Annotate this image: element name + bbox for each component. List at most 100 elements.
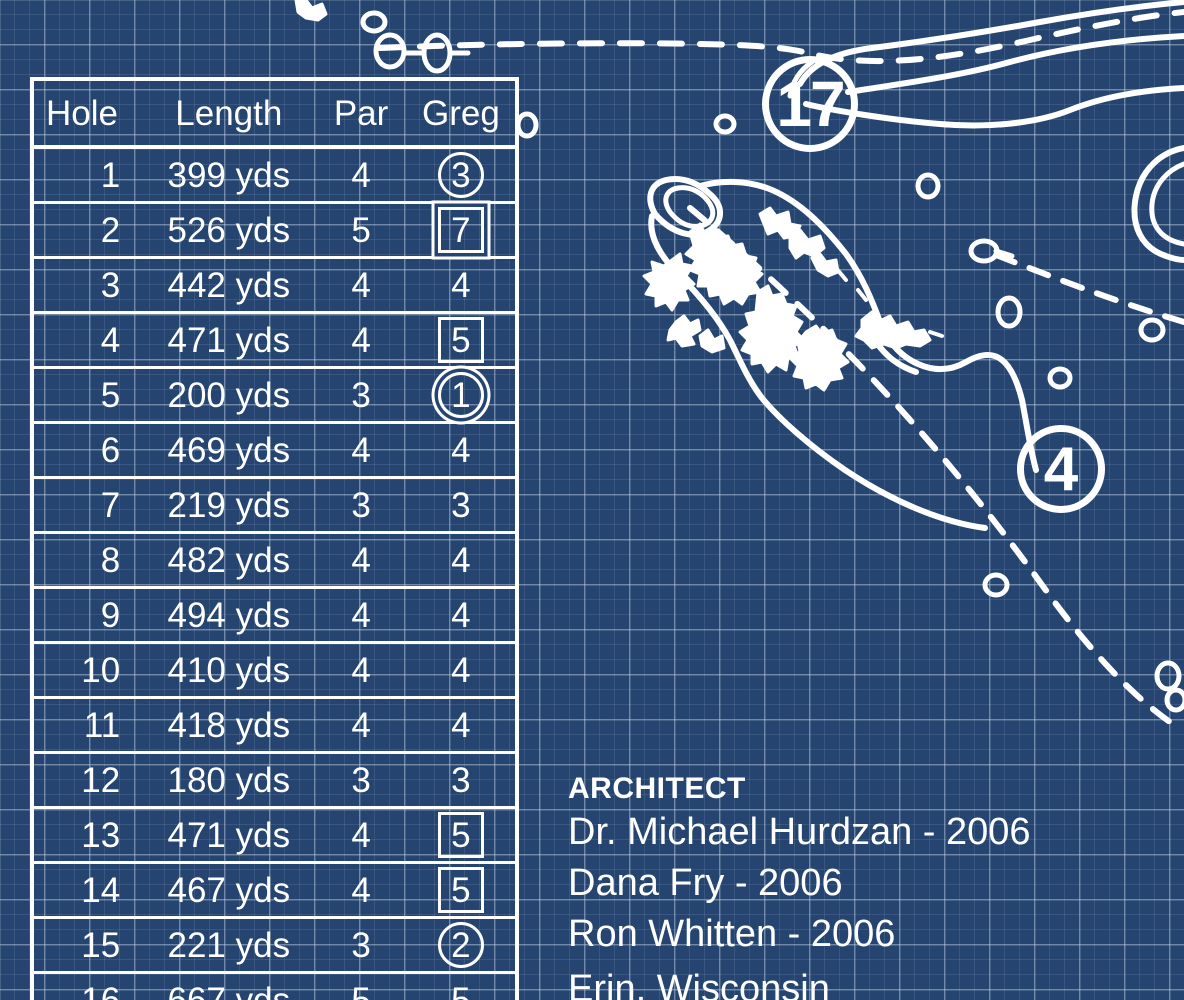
tree-icon <box>982 572 1010 598</box>
cell-score: 3 <box>407 753 515 808</box>
hole-marker-17-label: 17 <box>776 68 845 140</box>
bunker-mid-b <box>788 324 850 392</box>
cell-score: 3 <box>407 478 515 533</box>
hole-marker-17[interactable]: 17 <box>762 56 858 152</box>
score-badge-square: 5 <box>437 867 484 913</box>
cell-hole: 2 <box>100 210 121 250</box>
tree-icon <box>1154 660 1182 692</box>
score-badge-plain: 3 <box>438 757 484 803</box>
table-row: 1 399 yds 4 3 <box>34 147 515 203</box>
cell-hole: 9 <box>100 595 121 635</box>
score-value: 7 <box>451 210 471 250</box>
score-badge-dbl-square: 7 <box>437 207 484 253</box>
architect-line-1: Dr. Michael Hurdzan - 2006 <box>568 811 1031 853</box>
centerline-17 <box>377 9 1184 65</box>
tree-icon <box>1047 366 1073 390</box>
bunker-upper-left-a <box>684 222 764 306</box>
score-value: 5 <box>451 815 471 855</box>
architect-line-2: Dana Fry - 2006 <box>568 861 843 904</box>
table-row: 9 494 yds 4 4 <box>34 588 515 643</box>
tree-icon <box>373 32 407 70</box>
cell-par: 4 <box>351 815 371 855</box>
cell-length: 471 yds <box>167 320 291 360</box>
cell-length: 494 yds <box>167 595 291 635</box>
fairway-outline-17-lower <box>845 33 1184 95</box>
cell-par: 5 <box>351 980 371 1000</box>
score-value: 3 <box>451 760 471 800</box>
score-badge-dbl-circle: 1 <box>437 372 484 418</box>
cell-score: 4 <box>407 698 515 753</box>
tree-icon <box>915 172 941 200</box>
course-location: Erin, Wisconsin <box>568 967 830 1000</box>
scorecard-header: Hole Length Par Greg <box>34 81 515 149</box>
column-header-greg: Greg <box>406 81 515 149</box>
table-row: 16 667 yds 5 5 <box>34 973 515 1000</box>
table-row: 11 418 yds 4 4 <box>34 698 515 753</box>
score-value: 4 <box>451 705 471 745</box>
cell-length: 469 yds <box>167 430 291 470</box>
cell-score: 4 <box>407 643 515 698</box>
tree-icon <box>1164 687 1184 713</box>
cell-hole: 4 <box>100 320 121 360</box>
score-value: 4 <box>451 595 471 635</box>
cell-par: 3 <box>351 485 371 525</box>
cell-par: 4 <box>351 430 371 470</box>
architect-info-block: ARCHITECT Dr. Michael Hurdzan - 2006 Dan… <box>568 772 1184 1000</box>
score-badge-square: 5 <box>437 812 484 858</box>
cell-hole: 16 <box>81 980 121 1000</box>
cell-length: 180 yds <box>167 760 291 800</box>
column-header-par: Par <box>315 81 407 149</box>
centerline-4-right-branch <box>993 252 1184 325</box>
green-inner-4 <box>663 185 716 229</box>
score-value: 5 <box>451 320 471 360</box>
cell-score: 5 <box>407 973 515 1000</box>
cell-length: 482 yds <box>167 540 291 580</box>
cell-length: 221 yds <box>167 925 291 965</box>
table-row: 15 221 yds 3 2 <box>34 918 515 973</box>
fairway-outline-4-right <box>697 178 1039 473</box>
cell-score: 2 <box>407 918 515 973</box>
cell-hole: 13 <box>81 815 121 855</box>
centerline-4 <box>687 205 1173 725</box>
score-value: 4 <box>451 430 471 470</box>
bunker-cross-a <box>854 310 932 350</box>
bunker-mid-a <box>738 284 806 374</box>
cell-length: 526 yds <box>167 210 291 250</box>
cell-par: 4 <box>351 540 371 580</box>
hole-marker-4[interactable]: 4 <box>1017 425 1105 513</box>
cell-hole: 5 <box>100 375 121 415</box>
cell-score: 7 <box>407 203 515 258</box>
cell-hole: 11 <box>83 705 121 745</box>
bunker-cluster-4 <box>642 206 932 392</box>
cell-score: 5 <box>407 863 515 918</box>
cell-length: 467 yds <box>167 870 291 910</box>
column-header-hole: Hole <box>34 81 143 149</box>
bunker-fairway-right-b <box>788 228 826 260</box>
scorecard-header-row: Hole Length Par Greg <box>34 81 515 149</box>
table-row: 6 469 yds 4 4 <box>34 423 515 478</box>
cell-hole: 8 <box>100 540 121 580</box>
cell-hole: 15 <box>81 925 121 965</box>
cell-score: 4 <box>407 533 515 588</box>
bunker-top-left-partial <box>294 0 328 22</box>
score-value: 3 <box>451 485 471 525</box>
score-badge-circle: 3 <box>437 152 484 198</box>
cell-par: 3 <box>351 760 371 800</box>
table-row: 12 180 yds 3 3 <box>34 753 515 808</box>
architect-heading: ARCHITECT <box>568 772 746 805</box>
cell-par: 4 <box>351 705 371 745</box>
cell-score: 4 <box>407 588 515 643</box>
table-row: 14 467 yds 4 5 <box>34 863 515 918</box>
cell-length: 667 yds <box>167 980 291 1000</box>
green-inner-right-edge <box>1149 161 1184 247</box>
score-badge-circle: 2 <box>437 922 484 968</box>
score-value: 1 <box>451 375 471 415</box>
bunker-upper-left-b <box>642 252 696 312</box>
cell-hole: 14 <box>81 870 121 910</box>
score-badge-plain: 4 <box>438 592 484 638</box>
score-value: 4 <box>451 540 471 580</box>
cell-par: 4 <box>351 650 371 690</box>
